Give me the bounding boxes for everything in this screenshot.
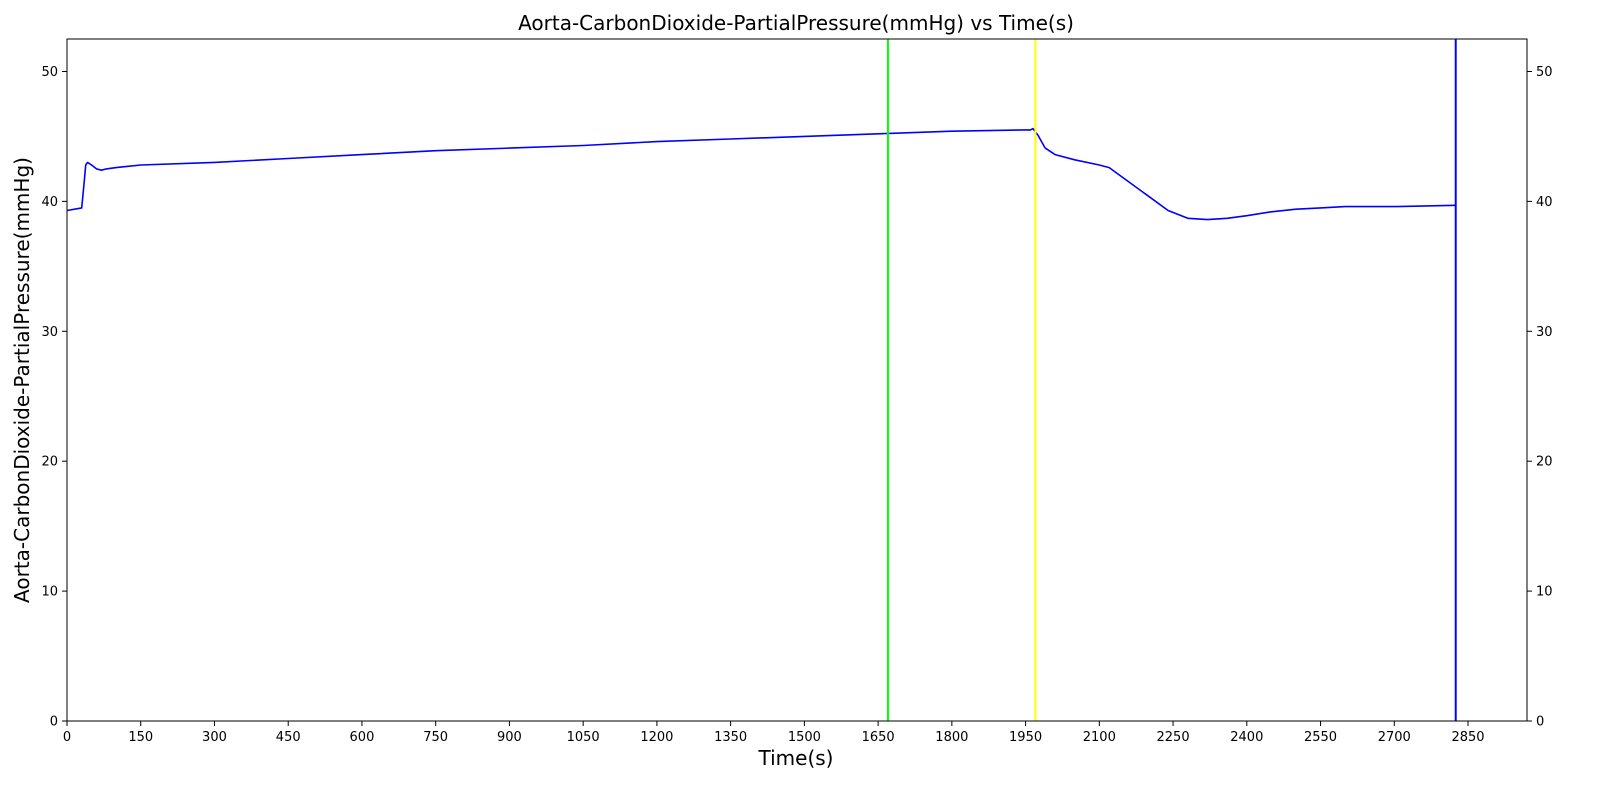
x-tick-label: 1500 — [788, 730, 821, 745]
right-y-tick-label: 50 — [1536, 65, 1553, 80]
x-tick-label: 1350 — [714, 730, 747, 745]
right-y-tick-label: 0 — [1536, 715, 1544, 730]
x-tick-label: 2400 — [1230, 730, 1263, 745]
y-axis-right: 0 10 20 30 40 50 — [1527, 65, 1553, 730]
x-tick-label: 2550 — [1304, 730, 1337, 745]
x-tick-label: 600 — [350, 730, 375, 745]
y-tick-label: 40 — [41, 195, 58, 210]
x-tick-label: 900 — [497, 730, 522, 745]
y-axis-title: Aorta-CarbonDioxide-PartialPressure(mmHg… — [10, 157, 34, 603]
plot-frame — [66, 38, 1528, 722]
y-tick-label: 0 — [50, 715, 58, 730]
x-axis-title: Time(s) — [758, 746, 834, 770]
y-tick-label: 20 — [41, 455, 58, 470]
y-axis-left: 0 10 20 30 40 50 — [41, 65, 67, 730]
x-tick-label: 1650 — [862, 730, 895, 745]
x-tick-label: 2700 — [1378, 730, 1411, 745]
plot-area — [66, 39, 1457, 721]
x-tick-label: 2250 — [1157, 730, 1190, 745]
x-tick-label: 1950 — [1009, 730, 1042, 745]
x-tick-label: 1200 — [640, 730, 673, 745]
series-line-0 — [66, 127, 1456, 221]
x-tick-label: 2100 — [1083, 730, 1116, 745]
right-y-tick-label: 40 — [1536, 195, 1553, 210]
right-y-tick-label: 10 — [1536, 585, 1553, 600]
right-y-tick-label: 20 — [1536, 455, 1553, 470]
x-axis: 0 150 300 450 600 750 900 1050 1200 1350 1500 1650 1… — [63, 721, 1485, 745]
x-tick-label: 2850 — [1451, 730, 1484, 745]
y-tick-label: 10 — [41, 585, 58, 600]
right-y-tick-label: 30 — [1536, 325, 1553, 340]
chart-title: Aorta-CarbonDioxide-PartialPressure(mmHg… — [518, 11, 1074, 35]
x-tick-label: 300 — [202, 730, 227, 745]
x-tick-label: 1800 — [935, 730, 968, 745]
x-tick-label: 450 — [276, 730, 301, 745]
x-tick-label: 1050 — [567, 730, 600, 745]
x-tick-label: 750 — [423, 730, 448, 745]
x-tick-label: 0 — [63, 730, 71, 745]
y-tick-label: 30 — [41, 325, 58, 340]
y-tick-label: 50 — [41, 65, 58, 80]
x-tick-label: 150 — [128, 730, 153, 745]
